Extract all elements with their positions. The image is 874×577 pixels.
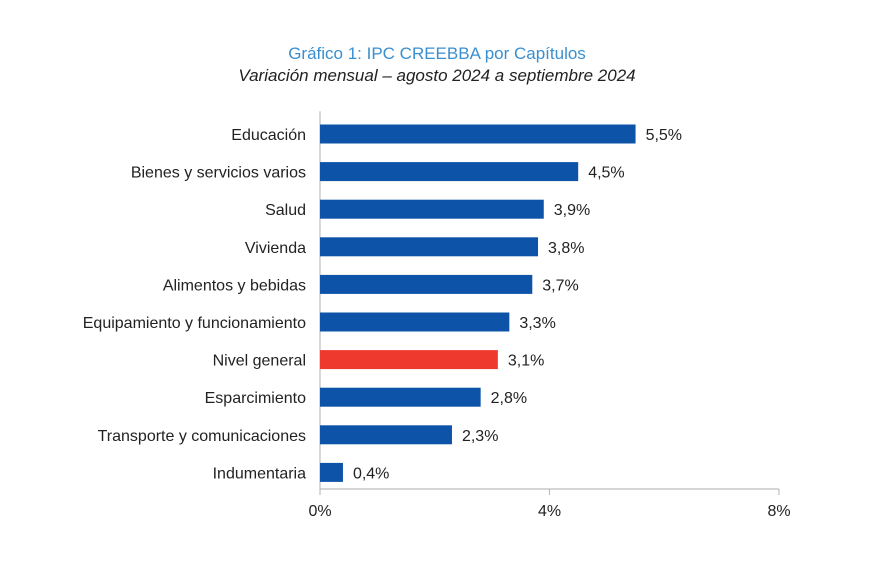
data-label: 3,7% (542, 277, 578, 294)
x-tick-label: 0% (308, 503, 331, 520)
data-label: 3,3% (519, 315, 555, 332)
category-label: Vivienda (245, 240, 306, 257)
bar (320, 124, 636, 144)
data-label: 5,5% (646, 127, 682, 144)
bar (320, 462, 343, 482)
data-label: 2,3% (462, 428, 498, 445)
bar (320, 274, 533, 294)
bar (320, 312, 510, 332)
bar (320, 350, 498, 370)
data-label: 3,8% (548, 240, 584, 257)
category-label: Bienes y servicios varios (131, 165, 306, 182)
category-label: Salud (265, 202, 306, 219)
x-tick-label: 4% (538, 503, 561, 520)
bar (320, 199, 544, 219)
data-label: 2,8% (491, 390, 527, 407)
category-label: Educación (231, 127, 306, 144)
data-label: 3,9% (554, 202, 590, 219)
data-label: 4,5% (588, 165, 624, 182)
category-label: Transporte y comunicaciones (98, 428, 306, 445)
chart-title: Gráfico 1: IPC CREEBBA por Capítulos (288, 44, 586, 63)
bar (320, 425, 452, 445)
category-label: Nivel general (213, 353, 306, 370)
bar (320, 162, 579, 182)
category-label: Esparcimiento (205, 390, 306, 407)
category-label: Equipamiento y funcionamiento (83, 315, 306, 332)
bar (320, 387, 481, 407)
bar (320, 237, 539, 257)
data-label: 0,4% (353, 465, 389, 482)
chart-subtitle: Variación mensual – agosto 2024 a septie… (238, 66, 636, 85)
category-label: Alimentos y bebidas (163, 277, 306, 294)
category-label: Indumentaria (213, 465, 306, 482)
data-label: 3,1% (508, 353, 544, 370)
x-tick-label: 8% (767, 503, 790, 520)
